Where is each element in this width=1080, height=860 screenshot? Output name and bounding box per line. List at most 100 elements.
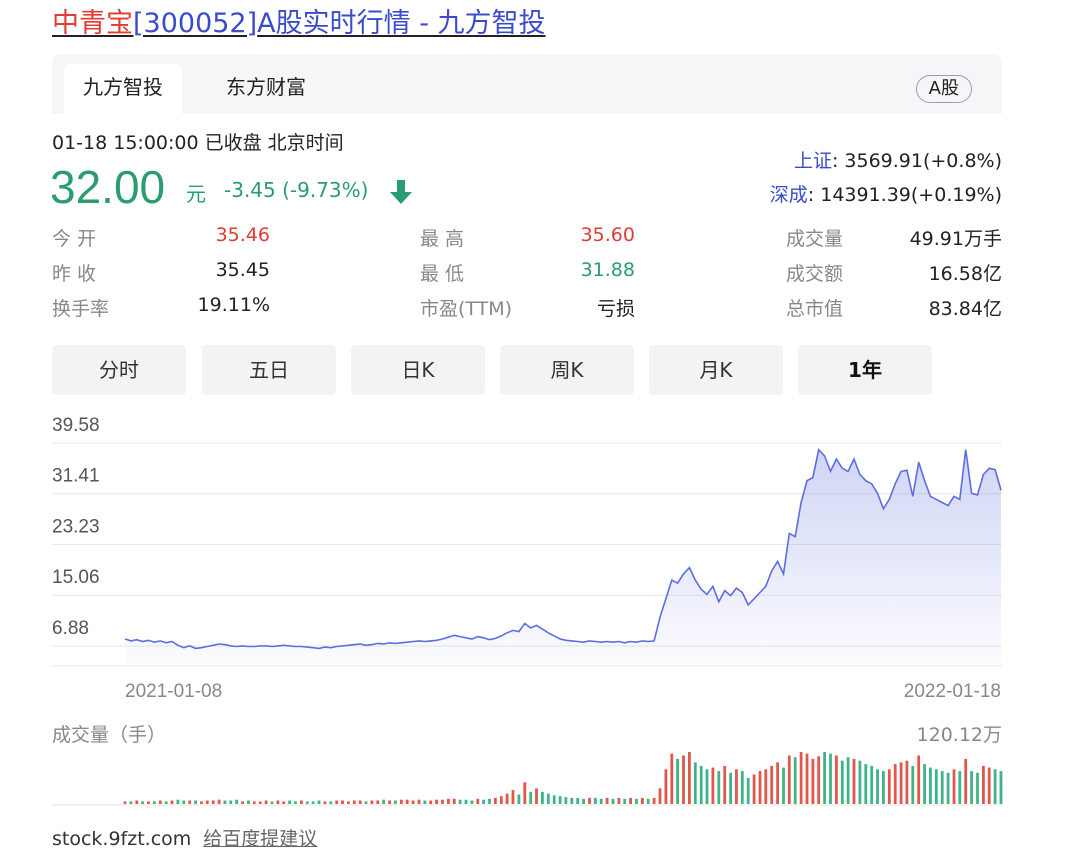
- volume-bar: [505, 793, 509, 804]
- volume-bar: [740, 771, 744, 804]
- stat-turnover-amount-label: 成交额: [786, 263, 844, 285]
- volume-bar: [893, 764, 897, 804]
- volume-bar: [817, 756, 821, 804]
- volume-bar: [529, 791, 533, 804]
- volume-bar: [129, 801, 133, 804]
- y-tick-label: 39.58: [52, 415, 100, 436]
- volume-bar: [717, 771, 721, 804]
- volume-bar: [423, 800, 427, 804]
- volume-bar: [793, 757, 797, 804]
- price-line: [124, 448, 1002, 650]
- stat-marketcap-value: 83.84亿: [928, 298, 1002, 320]
- volume-bar: [970, 771, 973, 804]
- current-price: 32.00: [50, 161, 166, 213]
- volume-bar: [811, 758, 815, 804]
- volume-bar: [723, 765, 727, 804]
- volume-bar: [300, 800, 303, 804]
- volume-bar: [829, 753, 832, 804]
- volume-bar: [488, 798, 491, 804]
- stat-volume-value: 49.91万手: [909, 228, 1002, 250]
- footer: stock.9fzt.com 给百度提建议: [52, 824, 317, 851]
- stat-high-value: 35.60: [580, 224, 635, 246]
- volume-bar: [929, 767, 932, 804]
- volume-bar: [405, 799, 409, 804]
- volume-bar: [934, 769, 938, 804]
- volume-bar: [564, 797, 568, 804]
- price-change: -3.45 (-9.73%): [224, 178, 369, 202]
- volume-bar: [305, 801, 309, 804]
- volume-bar: [217, 799, 221, 804]
- volume-bar: [541, 791, 544, 804]
- stock-name[interactable]: 中青宝: [52, 8, 133, 39]
- stat-prevclose-value: 35.45: [215, 259, 270, 281]
- footer-domain: stock.9fzt.com: [52, 828, 192, 850]
- volume-bar: [441, 799, 444, 804]
- volume-bar: [494, 797, 497, 804]
- volume-bar: [964, 758, 968, 804]
- volume-bar: [917, 755, 921, 804]
- volume-bar: [858, 760, 862, 804]
- volume-bar: [164, 801, 168, 804]
- volume-bar: [882, 771, 885, 804]
- x-label-end: 2022-01-18: [904, 681, 1001, 702]
- page-title[interactable]: 中青宝[300052]A股实时行情 - 九方智投: [52, 8, 546, 40]
- period-monthly-k-button[interactable]: 月K: [649, 345, 783, 395]
- volume-bar: [787, 755, 791, 804]
- volume-bar: [870, 765, 874, 804]
- index-shanghai: 上证: 3569.91(+0.8%): [794, 146, 1002, 173]
- period-intraday-button[interactable]: 分时: [52, 345, 186, 395]
- volume-title: 成交量（手）: [52, 724, 167, 746]
- volume-bar: [252, 801, 256, 804]
- index-shanghai-name[interactable]: 上证: [793, 150, 832, 172]
- volume-bar: [570, 797, 574, 804]
- stat-pe-label: 市盈(TTM): [420, 298, 513, 320]
- volume-bar: [135, 800, 139, 804]
- volume-bar: [999, 771, 1003, 804]
- volume-bar: [341, 800, 344, 804]
- feedback-link[interactable]: 给百度提建议: [203, 828, 318, 850]
- y-tick-label: 6.88: [52, 618, 89, 639]
- volume-bar: [429, 800, 433, 804]
- volume-bar: [752, 774, 756, 804]
- volume-bar: [693, 762, 697, 804]
- tab-dongfang[interactable]: 东方财富: [226, 75, 306, 99]
- volume-bar: [823, 752, 826, 804]
- volume-bar: [611, 798, 615, 804]
- volume-bar: [711, 767, 715, 804]
- tab-jiufang[interactable]: 九方智投: [64, 64, 182, 114]
- volume-bar: [940, 771, 944, 804]
- stat-pe-value: 亏损: [596, 298, 635, 320]
- volume-chart: [52, 752, 1003, 806]
- stat-high-label: 最 高: [420, 228, 465, 250]
- volume-bar: [241, 801, 244, 804]
- volume-bar: [876, 769, 879, 804]
- volume-bar: [899, 762, 903, 804]
- volume-bar: [588, 797, 591, 804]
- volume-bar: [546, 793, 550, 804]
- title-rest[interactable]: A股实时行情 - 九方智投: [257, 8, 546, 39]
- volume-bar: [435, 799, 438, 804]
- volume-bar: [517, 794, 521, 804]
- volume-bar: [376, 800, 380, 804]
- volume-bar: [952, 769, 956, 804]
- volume-bar: [670, 753, 674, 804]
- stock-code[interactable]: [300052]: [133, 8, 258, 39]
- volume-bar: [905, 760, 909, 804]
- period-daily-k-button[interactable]: 日K: [351, 345, 485, 395]
- volume-bar: [582, 798, 585, 804]
- period-5day-button[interactable]: 五日: [202, 345, 336, 395]
- volume-bar: [887, 769, 891, 804]
- volume-bar: [329, 801, 333, 804]
- volume-bar: [417, 799, 421, 804]
- volume-bar: [835, 755, 838, 804]
- volume-bar: [946, 772, 950, 804]
- volume-bar: [646, 798, 650, 804]
- period-1year-button[interactable]: 1年: [798, 345, 932, 395]
- volume-bar: [270, 801, 274, 804]
- index-shenzhen-name[interactable]: 深成: [769, 184, 808, 206]
- volume-bar: [147, 801, 150, 804]
- period-weekly-k-button[interactable]: 周K: [500, 345, 634, 395]
- volume-bar: [746, 778, 750, 804]
- volume-bar: [987, 767, 991, 804]
- volume-bar: [499, 796, 503, 804]
